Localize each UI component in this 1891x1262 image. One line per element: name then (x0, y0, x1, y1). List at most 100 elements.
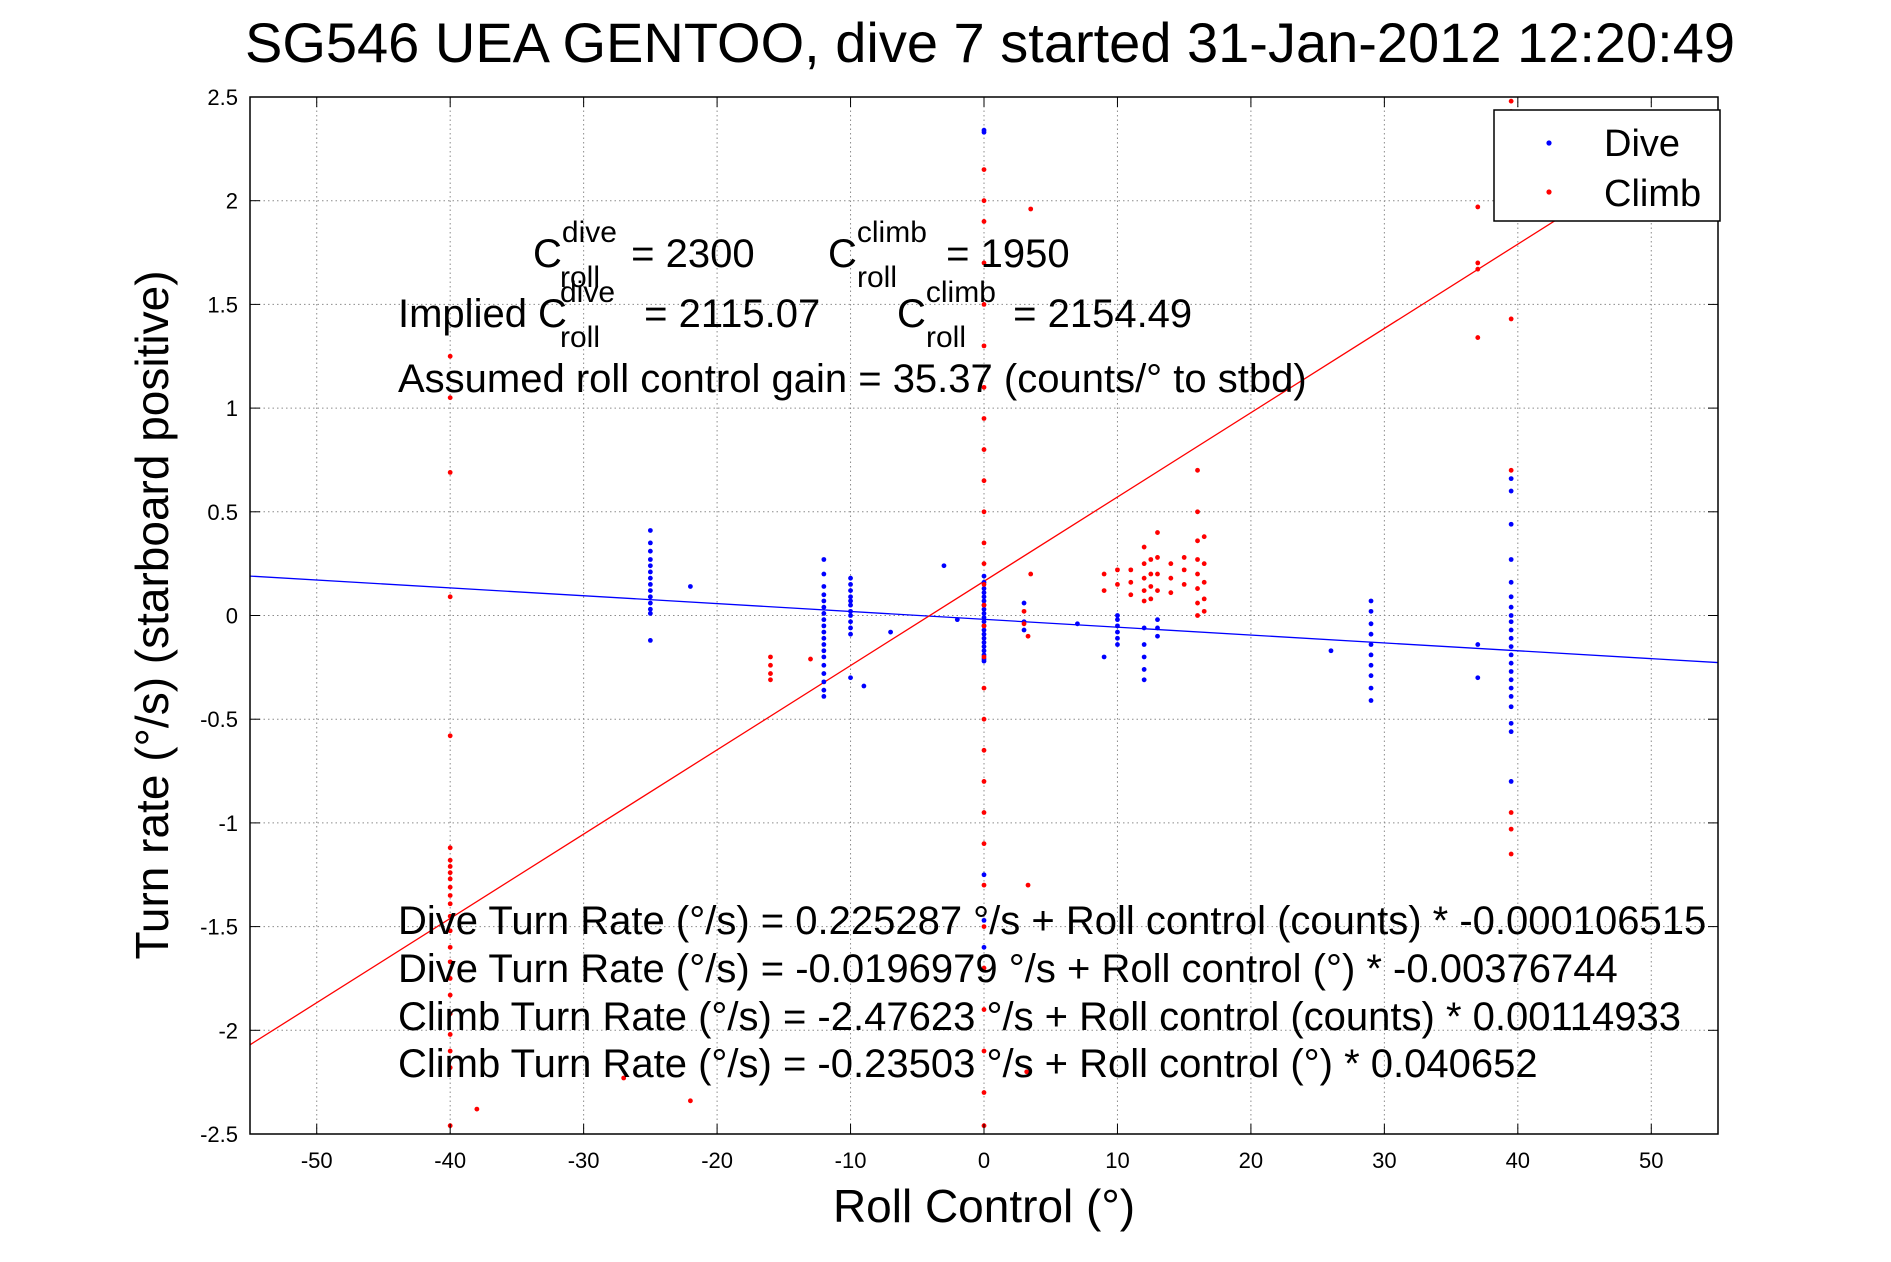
dive-point (647, 581, 653, 587)
climb-point (981, 779, 987, 784)
dive-point (848, 625, 853, 631)
dive-counts-equation: Dive Turn Rate (°/s) = 0.225287 °/s + Ro… (398, 899, 1706, 943)
climb-point (447, 1011, 453, 1017)
climb-point (981, 416, 987, 421)
climb-point (1195, 557, 1200, 562)
climb-point (447, 944, 453, 950)
dive-point (848, 602, 853, 608)
climb-point (1195, 467, 1200, 473)
y-tick-label: 1 (226, 396, 238, 421)
climb-point (1201, 561, 1207, 567)
dive-point (848, 575, 853, 581)
c-dive-letter: C (533, 232, 562, 276)
dive-point (1508, 579, 1514, 585)
dive-point (848, 598, 853, 604)
implied-dive-value: = 2115.07 (633, 292, 820, 336)
climb-point (1141, 598, 1147, 604)
c-climb-letter: C (828, 232, 857, 276)
climb-point (1168, 561, 1174, 567)
dive-point (821, 648, 827, 654)
dive-point (1115, 617, 1120, 623)
climb-point (981, 1090, 987, 1095)
dive-point (1021, 627, 1027, 633)
dive-point (1475, 642, 1481, 647)
dive-point (821, 679, 827, 685)
climb-point (1024, 1069, 1030, 1075)
climb-point (1148, 596, 1154, 602)
dive-point (1508, 619, 1514, 625)
dive-point (848, 594, 853, 600)
dive-point (647, 548, 653, 554)
dive-point (1368, 685, 1374, 691)
climb-point (808, 656, 813, 662)
dive-point (981, 586, 987, 591)
climb-point (1195, 600, 1200, 606)
climb-point (1508, 826, 1514, 832)
dive-point (1141, 642, 1147, 647)
climb-point (981, 447, 987, 452)
x-tick-label: 30 (1372, 1148, 1396, 1173)
dive-point (981, 640, 987, 645)
axis-ticks: -50 -40 -30 -20 -10 0 10 20 30 40 50-2.5-2-1.5-1-0… (200, 85, 1718, 1173)
climb-point (1201, 596, 1207, 602)
y-tick-label: -0.5 (200, 707, 238, 732)
climb-point (447, 594, 453, 600)
dive-point (647, 606, 653, 612)
climb-point (1141, 561, 1147, 567)
c-climb-sup: climb (857, 216, 927, 249)
dive-point (1115, 642, 1120, 647)
dive-point (821, 611, 827, 616)
climb-point (1021, 608, 1027, 614)
y-tick-label: -2 (218, 1018, 238, 1043)
legend-dive-label: Dive (1604, 123, 1680, 165)
dive-point (821, 671, 827, 676)
implied-climb-value: = 2154.49 (1002, 292, 1192, 336)
dive-point (981, 627, 987, 633)
dive-point (647, 563, 653, 569)
dive-point (981, 573, 987, 579)
dive-point (1508, 644, 1514, 650)
dive-point (821, 687, 827, 693)
dive-point (647, 611, 653, 616)
dive-point (1508, 685, 1514, 691)
dive-point (1155, 625, 1160, 631)
climb-point (1195, 571, 1200, 577)
dive-point (1508, 660, 1514, 666)
dive-point (981, 631, 987, 637)
climb-point (1475, 260, 1481, 266)
dive-point (821, 617, 827, 623)
climb-point (1141, 544, 1147, 550)
dive-point (1141, 625, 1147, 631)
y-tick-label: -1 (218, 811, 238, 836)
dive-point (981, 129, 987, 135)
climb-point (447, 1048, 453, 1054)
climb-point (447, 992, 453, 998)
climb-point (1128, 567, 1134, 573)
climb-point (447, 857, 453, 863)
climb-point (447, 913, 453, 919)
dive-point (1508, 693, 1514, 699)
dive-point (1508, 604, 1514, 610)
dive-point (1508, 729, 1514, 735)
climb-point (1141, 588, 1147, 594)
dive-point (647, 528, 653, 533)
climb-point (1101, 588, 1107, 594)
legend-dive-marker (1546, 140, 1552, 146)
dive-point (1021, 600, 1027, 606)
climb-point (981, 581, 987, 587)
climb-point (981, 602, 987, 608)
dive-point (954, 617, 960, 623)
chart-title: SG546 UEA GENTOO, dive 7 started 31-Jan-… (245, 11, 1735, 74)
dive-point (981, 611, 987, 616)
x-tick-label: 50 (1639, 1148, 1663, 1173)
climb-point (1195, 586, 1200, 591)
climb-point (981, 198, 987, 204)
climb-point (447, 395, 453, 401)
dive-point (647, 588, 653, 594)
dive-point (821, 654, 827, 660)
climb-point (1201, 608, 1207, 614)
dive-point (647, 569, 653, 575)
climb-degrees-equation: Climb Turn Rate (°/s) = -0.23503 °/s + R… (398, 1042, 1538, 1086)
climb-point (1155, 571, 1160, 577)
dive-point (848, 581, 853, 587)
